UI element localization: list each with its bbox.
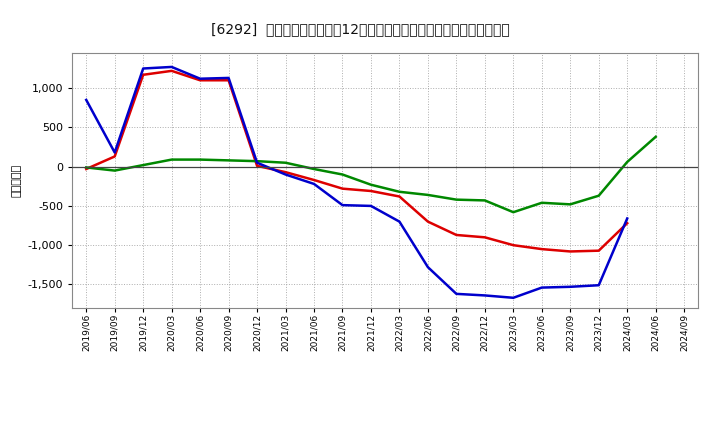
Text: [6292]  キャッシュフローの12か月移動合計の対前年同期増減額の推移: [6292] キャッシュフローの12か月移動合計の対前年同期増減額の推移 bbox=[211, 22, 509, 36]
フリーCF bbox=[623, 216, 631, 221]
投資CF bbox=[480, 198, 489, 203]
投資CF bbox=[139, 162, 148, 168]
Line: 営業CF: 営業CF bbox=[86, 71, 627, 252]
投資CF bbox=[652, 134, 660, 139]
投資CF bbox=[110, 168, 119, 173]
投資CF bbox=[253, 158, 261, 164]
投資CF bbox=[623, 159, 631, 165]
営業CF bbox=[452, 232, 461, 238]
投資CF bbox=[566, 202, 575, 207]
フリーCF bbox=[566, 284, 575, 290]
投資CF bbox=[225, 158, 233, 163]
フリーCF bbox=[537, 285, 546, 290]
営業CF bbox=[366, 188, 375, 194]
営業CF bbox=[282, 169, 290, 175]
営業CF bbox=[480, 235, 489, 240]
営業CF bbox=[253, 163, 261, 169]
フリーCF bbox=[366, 203, 375, 209]
投資CF bbox=[452, 197, 461, 202]
投資CF bbox=[537, 200, 546, 205]
営業CF bbox=[110, 154, 119, 159]
フリーCF bbox=[310, 181, 318, 187]
Line: フリーCF: フリーCF bbox=[86, 67, 627, 298]
フリーCF bbox=[452, 291, 461, 297]
フリーCF bbox=[282, 172, 290, 177]
営業CF bbox=[139, 72, 148, 77]
フリーCF bbox=[110, 150, 119, 155]
営業CF bbox=[196, 77, 204, 83]
投資CF bbox=[196, 157, 204, 162]
フリーCF bbox=[139, 66, 148, 71]
営業CF bbox=[338, 186, 347, 191]
Y-axis label: （百万円）: （百万円） bbox=[12, 164, 22, 197]
営業CF bbox=[82, 166, 91, 172]
投資CF bbox=[366, 182, 375, 187]
フリーCF bbox=[196, 76, 204, 81]
フリーCF bbox=[509, 295, 518, 301]
フリーCF bbox=[423, 264, 432, 270]
投資CF bbox=[282, 160, 290, 165]
営業CF bbox=[509, 242, 518, 248]
フリーCF bbox=[395, 219, 404, 224]
営業CF bbox=[167, 68, 176, 73]
投資CF bbox=[82, 165, 91, 170]
投資CF bbox=[167, 157, 176, 162]
Line: 投資CF: 投資CF bbox=[86, 137, 656, 212]
投資CF bbox=[509, 209, 518, 215]
投資CF bbox=[310, 166, 318, 172]
フリーCF bbox=[167, 64, 176, 70]
フリーCF bbox=[82, 97, 91, 103]
営業CF bbox=[395, 194, 404, 199]
営業CF bbox=[623, 220, 631, 226]
投資CF bbox=[423, 192, 432, 198]
フリーCF bbox=[595, 282, 603, 288]
営業CF bbox=[537, 246, 546, 252]
フリーCF bbox=[253, 160, 261, 165]
営業CF bbox=[310, 177, 318, 183]
営業CF bbox=[566, 249, 575, 254]
フリーCF bbox=[480, 293, 489, 298]
投資CF bbox=[338, 172, 347, 177]
投資CF bbox=[595, 193, 603, 198]
営業CF bbox=[423, 219, 432, 224]
営業CF bbox=[225, 77, 233, 83]
投資CF bbox=[395, 189, 404, 194]
営業CF bbox=[595, 248, 603, 253]
フリーCF bbox=[225, 75, 233, 81]
フリーCF bbox=[338, 202, 347, 208]
